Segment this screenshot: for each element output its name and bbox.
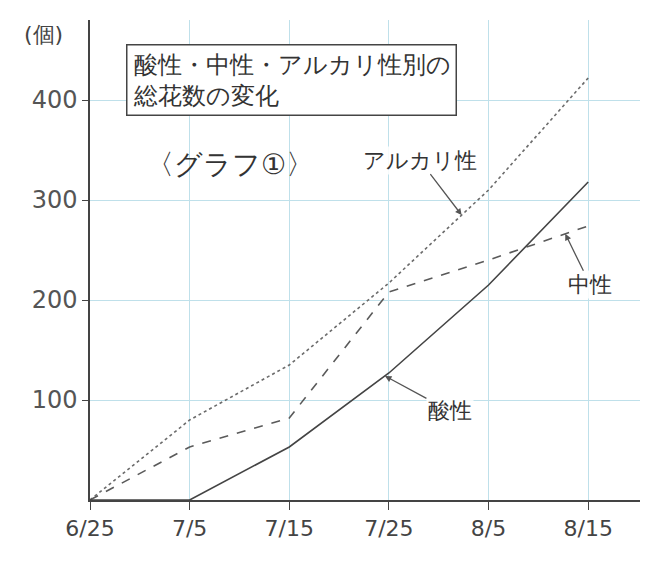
svg-text:(個): (個) [24,22,63,47]
svg-text:100: 100 [32,386,78,414]
svg-text:アルカリ性: アルカリ性 [363,148,477,173]
svg-text:酸性: 酸性 [428,398,472,423]
svg-text:7/5: 7/5 [172,516,207,541]
svg-text:300: 300 [32,186,78,214]
svg-text:8/15: 8/15 [563,516,612,541]
svg-text:7/25: 7/25 [364,516,413,541]
svg-text:7/15: 7/15 [265,516,314,541]
svg-text:酸性・中性・アルカリ性別の総花数の変化: 酸性・中性・アルカリ性別の総花数の変化 [133,51,451,110]
svg-text:200: 200 [32,286,78,314]
svg-text:400: 400 [32,86,78,114]
svg-text:〈グラフ①〉: 〈グラフ①〉 [146,148,314,181]
svg-text:8/5: 8/5 [471,516,506,541]
svg-text:6/25: 6/25 [65,516,114,541]
svg-text:中性: 中性 [568,272,612,297]
